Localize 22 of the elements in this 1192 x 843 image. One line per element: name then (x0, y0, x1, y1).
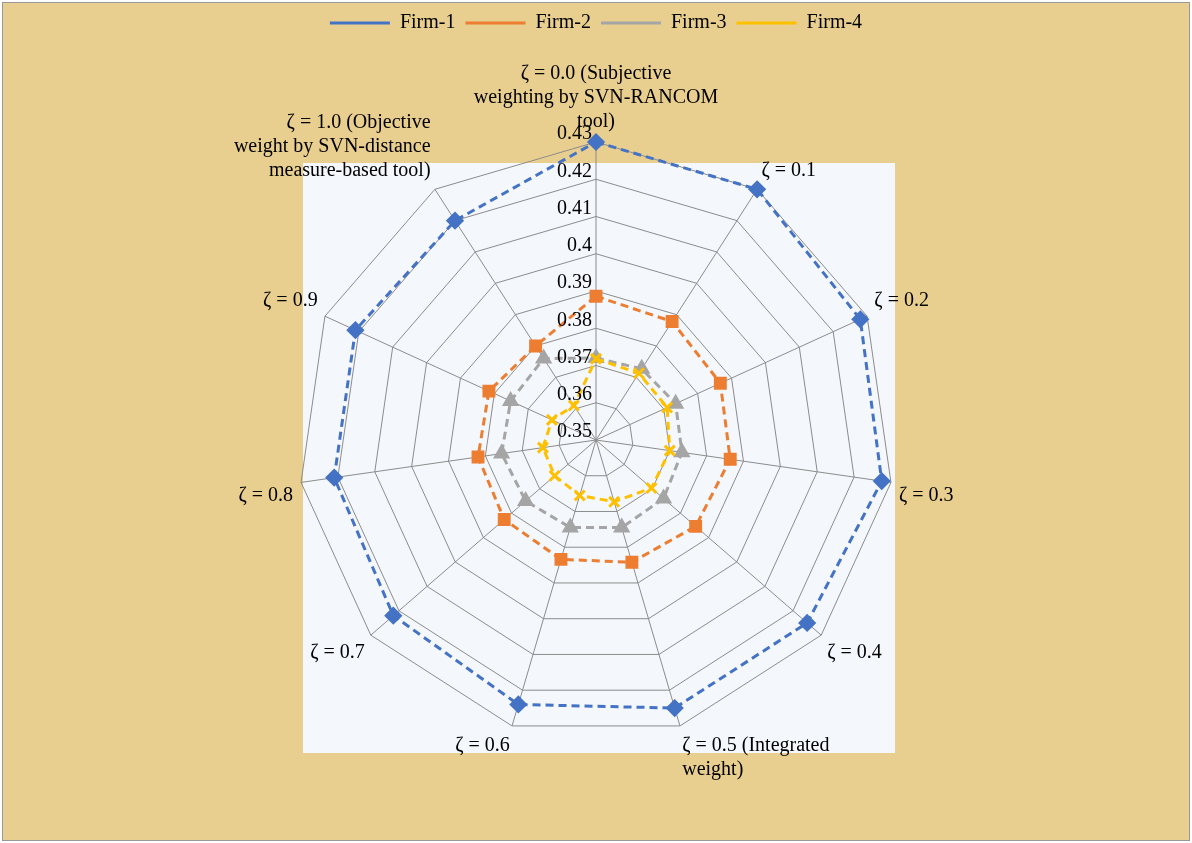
legend-label: Firm-4 (806, 10, 863, 33)
y-tick-label: 0.36 (557, 382, 592, 404)
spoke-label: ζ = 0.5 (Integrated weight) (682, 732, 830, 780)
y-tick-label: 0.37 (557, 344, 592, 367)
spoke-label: ζ = 0.2 (874, 288, 929, 312)
spoke-label: ζ = 0.3 (898, 482, 954, 506)
spoke-label: ζ = 0.1 (761, 157, 816, 181)
y-tick-label: 0.42 (557, 158, 592, 181)
spoke-label: ζ = 0.6 (455, 732, 510, 756)
legend-label: Firm-3 (671, 10, 727, 33)
y-tick-label: 0.38 (557, 307, 592, 330)
spoke-label: ζ = 0.9 (263, 288, 318, 312)
y-tick-label: 0.35 (557, 419, 592, 442)
spoke-label: ζ = 0.7 (310, 639, 365, 663)
y-tick-label: 0.41 (557, 195, 592, 218)
spoke-label: ζ = 0.8 (238, 482, 294, 506)
spoke-label: ζ = 1.0 (Objective weight by SVN-distance measure-based tool) (233, 109, 431, 181)
y-tick-label: 0.4 (567, 233, 592, 255)
legend-label: Firm-2 (535, 10, 592, 33)
legend-label: Firm-1 (399, 10, 456, 33)
y-tick-label: 0.39 (557, 270, 592, 293)
spoke-label: ζ = 0.4 (827, 639, 882, 663)
